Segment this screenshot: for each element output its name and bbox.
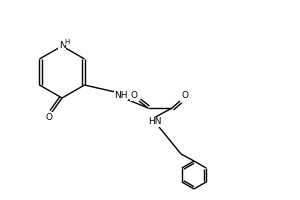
Text: O: O	[182, 92, 188, 100]
Text: NH: NH	[114, 90, 128, 99]
Text: O: O	[130, 92, 137, 100]
Text: HN: HN	[148, 117, 162, 127]
Text: O: O	[46, 114, 52, 122]
Text: N: N	[58, 42, 65, 50]
Text: H: H	[64, 39, 70, 45]
